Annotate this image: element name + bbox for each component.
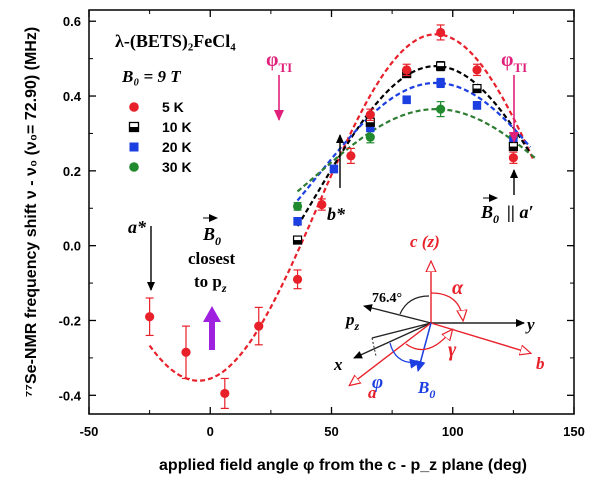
- field-label: B₀ = 9 T: [121, 67, 181, 86]
- inset-pz-sub: z: [354, 319, 360, 333]
- svg-text:φTI: φTI: [266, 49, 292, 75]
- fit-curve-10K: [296, 64, 532, 227]
- point-5K: [292, 274, 303, 284]
- b-star-annotation: b*: [327, 134, 346, 224]
- point-5K: [365, 110, 375, 120]
- y-axis-label: ⁷⁷Se-NMR frequency shift ν - ν₀ (ν₀= 72.…: [23, 27, 40, 397]
- point-fill-10K: [509, 146, 518, 151]
- data-points: [145, 24, 518, 409]
- b0-parallel-annotation: B0 || a′: [480, 169, 534, 226]
- x-tick-label: -50: [80, 424, 99, 439]
- point-5K: [317, 199, 327, 210]
- svg-text:c (z): c (z): [410, 232, 440, 251]
- svg-text:B0: B0: [202, 224, 221, 248]
- x-tick-label: 50: [324, 424, 338, 439]
- inset-gamma-label: γ: [448, 339, 457, 361]
- point-20K: [472, 101, 482, 110]
- svg-text:pz: pz: [344, 310, 360, 333]
- y-tick-label: -0.2: [59, 313, 81, 328]
- a-star-label: a*: [128, 217, 147, 237]
- point-20K: [436, 78, 445, 88]
- point-5K: [220, 388, 230, 399]
- point-5K: [508, 153, 518, 163]
- legend-label-30K: 30 K: [162, 159, 192, 175]
- y-tick-label: 0.4: [63, 89, 82, 104]
- point-fill-10K: [293, 240, 302, 245]
- y-tick-label: 0.6: [63, 14, 81, 29]
- legend: 5 K 10 K 20 K 30 K: [128, 99, 192, 175]
- b0-closest-annotation: B0 closest to pz: [188, 214, 236, 350]
- inset-pz-label: p: [344, 310, 355, 329]
- inset-b0-sub: 0: [429, 387, 435, 401]
- chart-title: λ-(BETS)₂FeCl₄: [115, 31, 236, 52]
- legend-marker-20K: [129, 142, 139, 152]
- phi-ti-left-sub: TI: [278, 60, 292, 75]
- point-30K: [436, 104, 446, 114]
- b0-closest-line3: to p: [194, 272, 222, 291]
- point-20K: [366, 123, 375, 133]
- b0-closest-line2: closest: [188, 249, 236, 268]
- fit-curve-20K: [296, 81, 532, 202]
- b-star-label: b*: [327, 204, 346, 224]
- inset-c-z-label: c (z): [410, 232, 440, 251]
- b0-closest-sub: 0: [215, 234, 221, 248]
- point-5K: [346, 151, 356, 161]
- point-5K: [181, 347, 191, 357]
- b0-parallel-symbol: B: [480, 202, 493, 222]
- inset-angle-label: 76.4°: [372, 291, 402, 306]
- point-fill-10K: [473, 88, 481, 93]
- x-tick-label: 150: [563, 424, 585, 439]
- y-tick-label: -0.4: [59, 388, 82, 403]
- axis-ticks: -50 0 50 100 150 -0.4 -0.2 0.0 0.2 0.4 0.6: [59, 10, 585, 439]
- y-tick-label: 0.0: [63, 239, 81, 254]
- point-fill-10K: [366, 122, 375, 127]
- svg-text:to pz: to pz: [194, 272, 227, 295]
- phi-ti-right-sub: TI: [513, 60, 527, 75]
- phi-ti-left-symbol: φ: [266, 49, 278, 71]
- svg-text:B0|| a′: B0 || a′: [480, 202, 534, 226]
- legend-marker-30K: [129, 162, 139, 172]
- phi-ti-right: φTI: [501, 49, 527, 143]
- point-20K: [329, 164, 339, 174]
- inset-phi-label: φ: [372, 372, 383, 393]
- y-tick-label: 0.2: [63, 164, 81, 179]
- point-5K: [402, 65, 412, 75]
- inset-b-label: b: [536, 354, 545, 373]
- b0-parallel-rest: || a′: [507, 202, 534, 222]
- fit-curves: [148, 33, 536, 382]
- fit-curve-30K: [296, 107, 536, 193]
- x-axis-label: applied field angle φ from the c - p_z p…: [159, 457, 527, 474]
- point-30K: [365, 132, 375, 142]
- inset-alpha-label: α: [452, 277, 464, 299]
- point-fill-10K: [436, 66, 445, 71]
- inset-a-label: a: [368, 383, 377, 402]
- legend-label-10K: 10 K: [162, 119, 192, 135]
- b0-parallel-sub: 0: [493, 212, 499, 226]
- b0-closest-symbol: B: [202, 224, 215, 244]
- point-5K: [436, 27, 446, 38]
- axis-diagram-inset: c (z) y x pz 76.4° a b B0 φ α γ: [333, 232, 545, 402]
- point-20K: [293, 217, 302, 226]
- legend-marker-5K: [129, 102, 139, 112]
- x-tick-label: 100: [442, 424, 464, 439]
- point-5K: [472, 65, 482, 75]
- svg-text:φTI: φTI: [501, 49, 527, 75]
- legend-label-20K: 20 K: [162, 139, 192, 155]
- a-star-annotation: a*: [128, 217, 155, 291]
- inset-x-label: x: [333, 355, 343, 374]
- phi-ti-right-symbol: φ: [501, 49, 513, 71]
- svg-text:B0: B0: [417, 378, 435, 401]
- inset-y-label: y: [525, 315, 535, 334]
- point-30K: [292, 201, 303, 211]
- legend-label-5K: 5 K: [162, 99, 184, 115]
- phi-ti-left: φTI: [266, 49, 292, 121]
- inset-b0-label: B: [417, 378, 429, 397]
- point-5K: [145, 312, 155, 322]
- b0-closest-line3-sub: z: [221, 281, 227, 295]
- x-tick-label: 0: [207, 424, 214, 439]
- point-20K: [402, 95, 411, 104]
- legend-marker-fill-10K: [129, 127, 139, 132]
- point-5K: [254, 321, 264, 331]
